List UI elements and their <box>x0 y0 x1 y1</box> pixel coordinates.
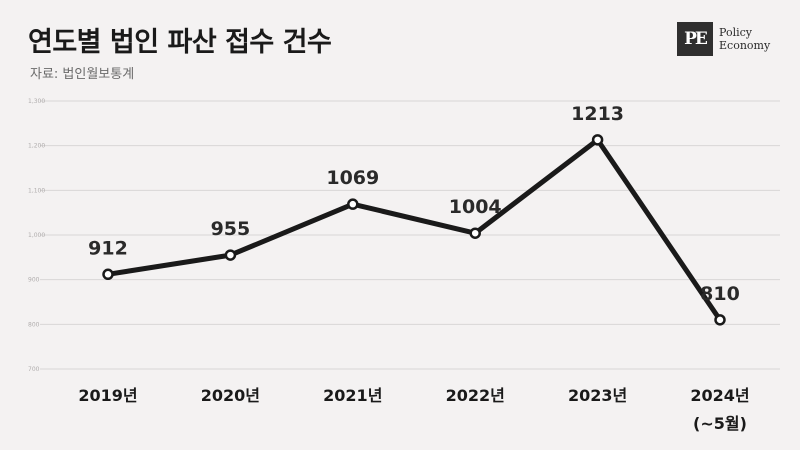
x-tick-label: 2024년 <box>690 386 749 405</box>
x-tick-label: 2020년 <box>201 386 260 405</box>
publisher-logo: PE Policy Economy <box>677 22 770 56</box>
logo-text: Policy Economy <box>719 26 770 52</box>
data-label: 810 <box>700 283 740 305</box>
chart-title: 연도별 법인 파산 접수 건수 <box>28 27 332 58</box>
source-note: 자료: 법인월보통계 <box>30 67 135 82</box>
y-tick-label: 700 <box>28 366 40 373</box>
x-tick-sublabel: (~5월) <box>693 414 747 433</box>
y-tick-label: 1,100 <box>28 187 45 194</box>
x-tick-label: 2019년 <box>78 386 137 405</box>
logo-line2: Economy <box>719 39 771 52</box>
logo-mark: PE <box>677 22 713 56</box>
data-label: 1004 <box>449 196 502 218</box>
y-tick-label: 1,000 <box>28 232 45 239</box>
x-tick-label: 2022년 <box>446 386 505 405</box>
data-point <box>714 314 726 326</box>
data-label: 955 <box>211 218 251 240</box>
data-point <box>347 198 359 210</box>
data-label: 1069 <box>326 167 379 189</box>
data-point <box>224 249 237 261</box>
data-point <box>591 134 604 146</box>
x-axis-ticks: 2019년 2020년 2021년 2022년 2023년 2024년 (~5월) <box>78 386 749 433</box>
x-tick-label: 2021년 <box>323 386 382 405</box>
data-points <box>102 134 726 326</box>
data-label: 1213 <box>571 103 624 125</box>
series-line-group <box>105 137 723 323</box>
y-axis-ticks: 700 800 900 1,000 1,100 1,200 1,300 <box>28 98 45 373</box>
series-line <box>105 137 723 323</box>
logo-line1: Policy <box>719 26 752 39</box>
y-tick-label: 1,200 <box>28 143 45 150</box>
gridlines <box>40 100 780 370</box>
data-point <box>102 268 114 281</box>
y-tick-label: 900 <box>28 277 40 284</box>
data-point <box>469 227 481 239</box>
data-label: 912 <box>88 237 128 259</box>
x-tick-label: 2023년 <box>568 386 627 405</box>
data-labels: 912 955 1069 1004 1213 810 <box>88 103 740 305</box>
y-tick-label: 1,300 <box>28 98 45 105</box>
y-tick-label: 800 <box>28 321 40 328</box>
